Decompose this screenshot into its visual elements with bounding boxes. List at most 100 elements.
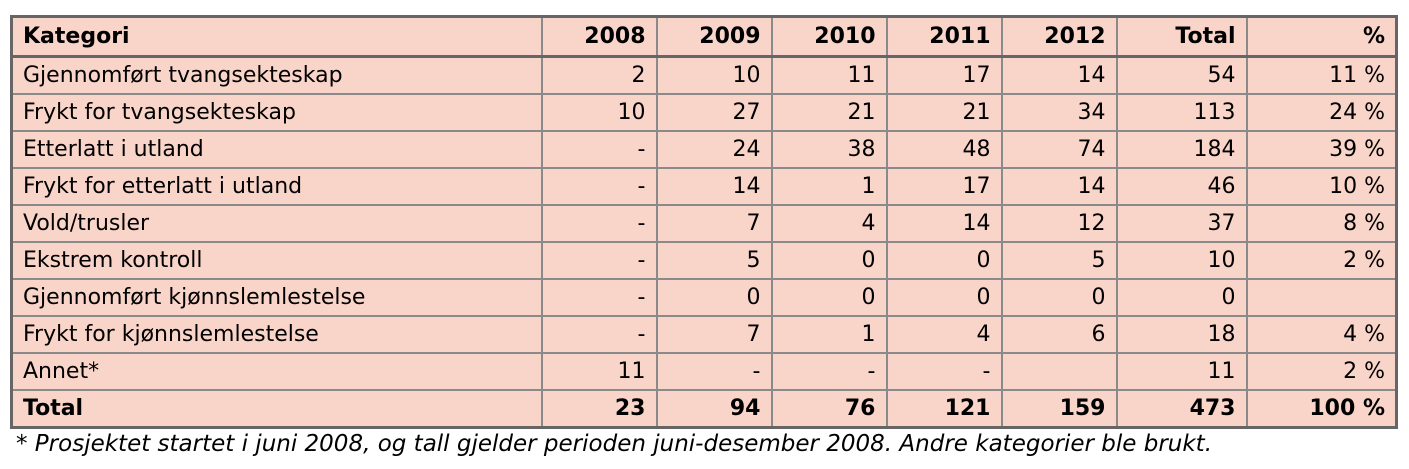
table-row: Frykt for kjønnslemlestelse -7 1 4 6 18 4 %	[10, 315, 1398, 354]
value-cell-percent: 24 %	[1245, 93, 1398, 132]
value-cell-2010: 1	[770, 167, 888, 206]
column-header-2008: 2008	[540, 15, 658, 58]
table-row: Frykt for etterlatt i utland -14 1 17 14 46 10…	[10, 167, 1398, 206]
value-cell-2008: -	[540, 241, 658, 280]
value-cell-2010: 11	[770, 55, 888, 95]
value-cell-2010: 21	[770, 93, 888, 132]
value-cell-2008: 2	[540, 55, 658, 95]
value-cell-2008: 11	[540, 352, 658, 391]
value-cell-2012: 6	[1000, 315, 1118, 354]
value-cell-2012: 0	[1000, 278, 1118, 317]
table-footnote: * Prosjektet startet i juni 2008, og tal…	[16, 431, 1213, 457]
value-cell-2008: -	[540, 167, 658, 206]
column-header-2012: 2012	[1000, 15, 1118, 58]
value-cell-total: 0	[1115, 278, 1248, 317]
table-row: Gjennomført tvangsekteskap 2 10 11 17 14 54 11 …	[10, 55, 1398, 95]
value-cell-2009: 27	[655, 93, 773, 132]
category-cell: Vold/trusler	[10, 204, 543, 243]
value-cell-percent: 2 %	[1245, 352, 1398, 391]
value-cell-2011: 21	[885, 93, 1003, 132]
value-cell-2012: 5	[1000, 241, 1118, 280]
value-cell-2010: 38	[770, 130, 888, 169]
table-row: Ekstrem kontroll -5 0 0 5 10 2 %	[10, 241, 1398, 280]
value-cell-2008: -	[540, 315, 658, 354]
column-header-kategori: Kategori	[10, 15, 543, 58]
value-cell-2008: -	[540, 130, 658, 169]
value-cell-2010: 0	[770, 278, 888, 317]
category-cell: Frykt for kjønnslemlestelse	[10, 315, 543, 354]
value-cell-percent: 10 %	[1245, 167, 1398, 206]
column-header-total: Total	[1115, 15, 1248, 58]
value-cell-2012: 12	[1000, 204, 1118, 243]
value-cell-2009: 7	[655, 315, 773, 354]
value-cell-2009: 5	[655, 241, 773, 280]
value-cell-2010: 4	[770, 204, 888, 243]
value-cell-percent: 4 %	[1245, 315, 1398, 354]
table-row: Etterlatt i utland -24 38 48 74 184 39 %	[10, 130, 1398, 169]
category-cell: Etterlatt i utland	[10, 130, 543, 169]
value-cell-2009: 94	[655, 389, 773, 429]
value-cell-2008: -	[540, 204, 658, 243]
value-cell-2009: 14	[655, 167, 773, 206]
value-cell-percent: 2 %	[1245, 241, 1398, 280]
value-cell-2011: 0	[885, 241, 1003, 280]
value-cell-2008: -	[540, 278, 658, 317]
value-cell-2012: 14	[1000, 167, 1118, 206]
value-cell-total: 11	[1115, 352, 1248, 391]
table-header-row: Kategori 2008 2009 2010 2011 2012 Total%	[10, 15, 1398, 58]
category-cell: Annet*	[10, 352, 543, 391]
value-cell-2010: 76	[770, 389, 888, 429]
category-cell: Frykt for tvangsekteskap	[10, 93, 543, 132]
category-cell: Gjennomført kjønnslemlestelse	[10, 278, 543, 317]
category-cell: Ekstrem kontroll	[10, 241, 543, 280]
value-cell-2009: 10	[655, 55, 773, 95]
value-cell-total: 473	[1115, 389, 1248, 429]
value-cell-2011: -	[885, 352, 1003, 391]
table-row: Gjennomført kjønnslemlestelse -0 0 0 0 0	[10, 278, 1398, 317]
category-statistics-table: Kategori 2008 2009 2010 2011 2012 Total% Gjenn…	[10, 15, 1398, 429]
column-header-2011: 2011	[885, 15, 1003, 58]
column-header-2010: 2010	[770, 15, 888, 58]
category-cell: Frykt for etterlatt i utland	[10, 167, 543, 206]
category-cell: Total	[10, 389, 543, 429]
value-cell-total: 37	[1115, 204, 1248, 243]
value-cell-2012: 14	[1000, 55, 1118, 95]
value-cell-2011: 4	[885, 315, 1003, 354]
value-cell-total: 46	[1115, 167, 1248, 206]
value-cell-2008: 10	[540, 93, 658, 132]
value-cell-2012: 159	[1000, 389, 1118, 429]
column-header-2009: 2009	[655, 15, 773, 58]
value-cell-percent: 8 %	[1245, 204, 1398, 243]
value-cell-2010: -	[770, 352, 888, 391]
value-cell-2010: 1	[770, 315, 888, 354]
column-header-percent: %	[1245, 15, 1398, 58]
value-cell-2011: 17	[885, 167, 1003, 206]
value-cell-percent: 39 %	[1245, 130, 1398, 169]
value-cell-2009: 24	[655, 130, 773, 169]
value-cell-total: 184	[1115, 130, 1248, 169]
value-cell-2012: 34	[1000, 93, 1118, 132]
table-body: Gjennomført tvangsekteskap 2 10 11 17 14 54 11 …	[10, 55, 1398, 429]
table-total-row: Total 23 94 76 121 159 473 100 %	[10, 389, 1398, 429]
table-row: Vold/trusler -7 4 14 12 37 8 %	[10, 204, 1398, 243]
value-cell-2011: 0	[885, 278, 1003, 317]
value-cell-2011: 17	[885, 55, 1003, 95]
value-cell-2012: 74	[1000, 130, 1118, 169]
value-cell-total: 54	[1115, 55, 1248, 95]
value-cell-total: 10	[1115, 241, 1248, 280]
table-row: Frykt for tvangsekteskap 10 27 21 21 34 113 24 …	[10, 93, 1398, 132]
value-cell-percent: 11 %	[1245, 55, 1398, 95]
category-cell: Gjennomført tvangsekteskap	[10, 55, 543, 95]
value-cell-2009: 0	[655, 278, 773, 317]
value-cell-2012	[1000, 352, 1118, 391]
value-cell-2009: 7	[655, 204, 773, 243]
value-cell-2009: -	[655, 352, 773, 391]
value-cell-2011: 121	[885, 389, 1003, 429]
value-cell-percent	[1245, 278, 1398, 317]
value-cell-percent: 100 %	[1245, 389, 1398, 429]
value-cell-2010: 0	[770, 241, 888, 280]
table-row: Annet* 11- - -11 2 %	[10, 352, 1398, 391]
value-cell-2011: 14	[885, 204, 1003, 243]
value-cell-total: 18	[1115, 315, 1248, 354]
